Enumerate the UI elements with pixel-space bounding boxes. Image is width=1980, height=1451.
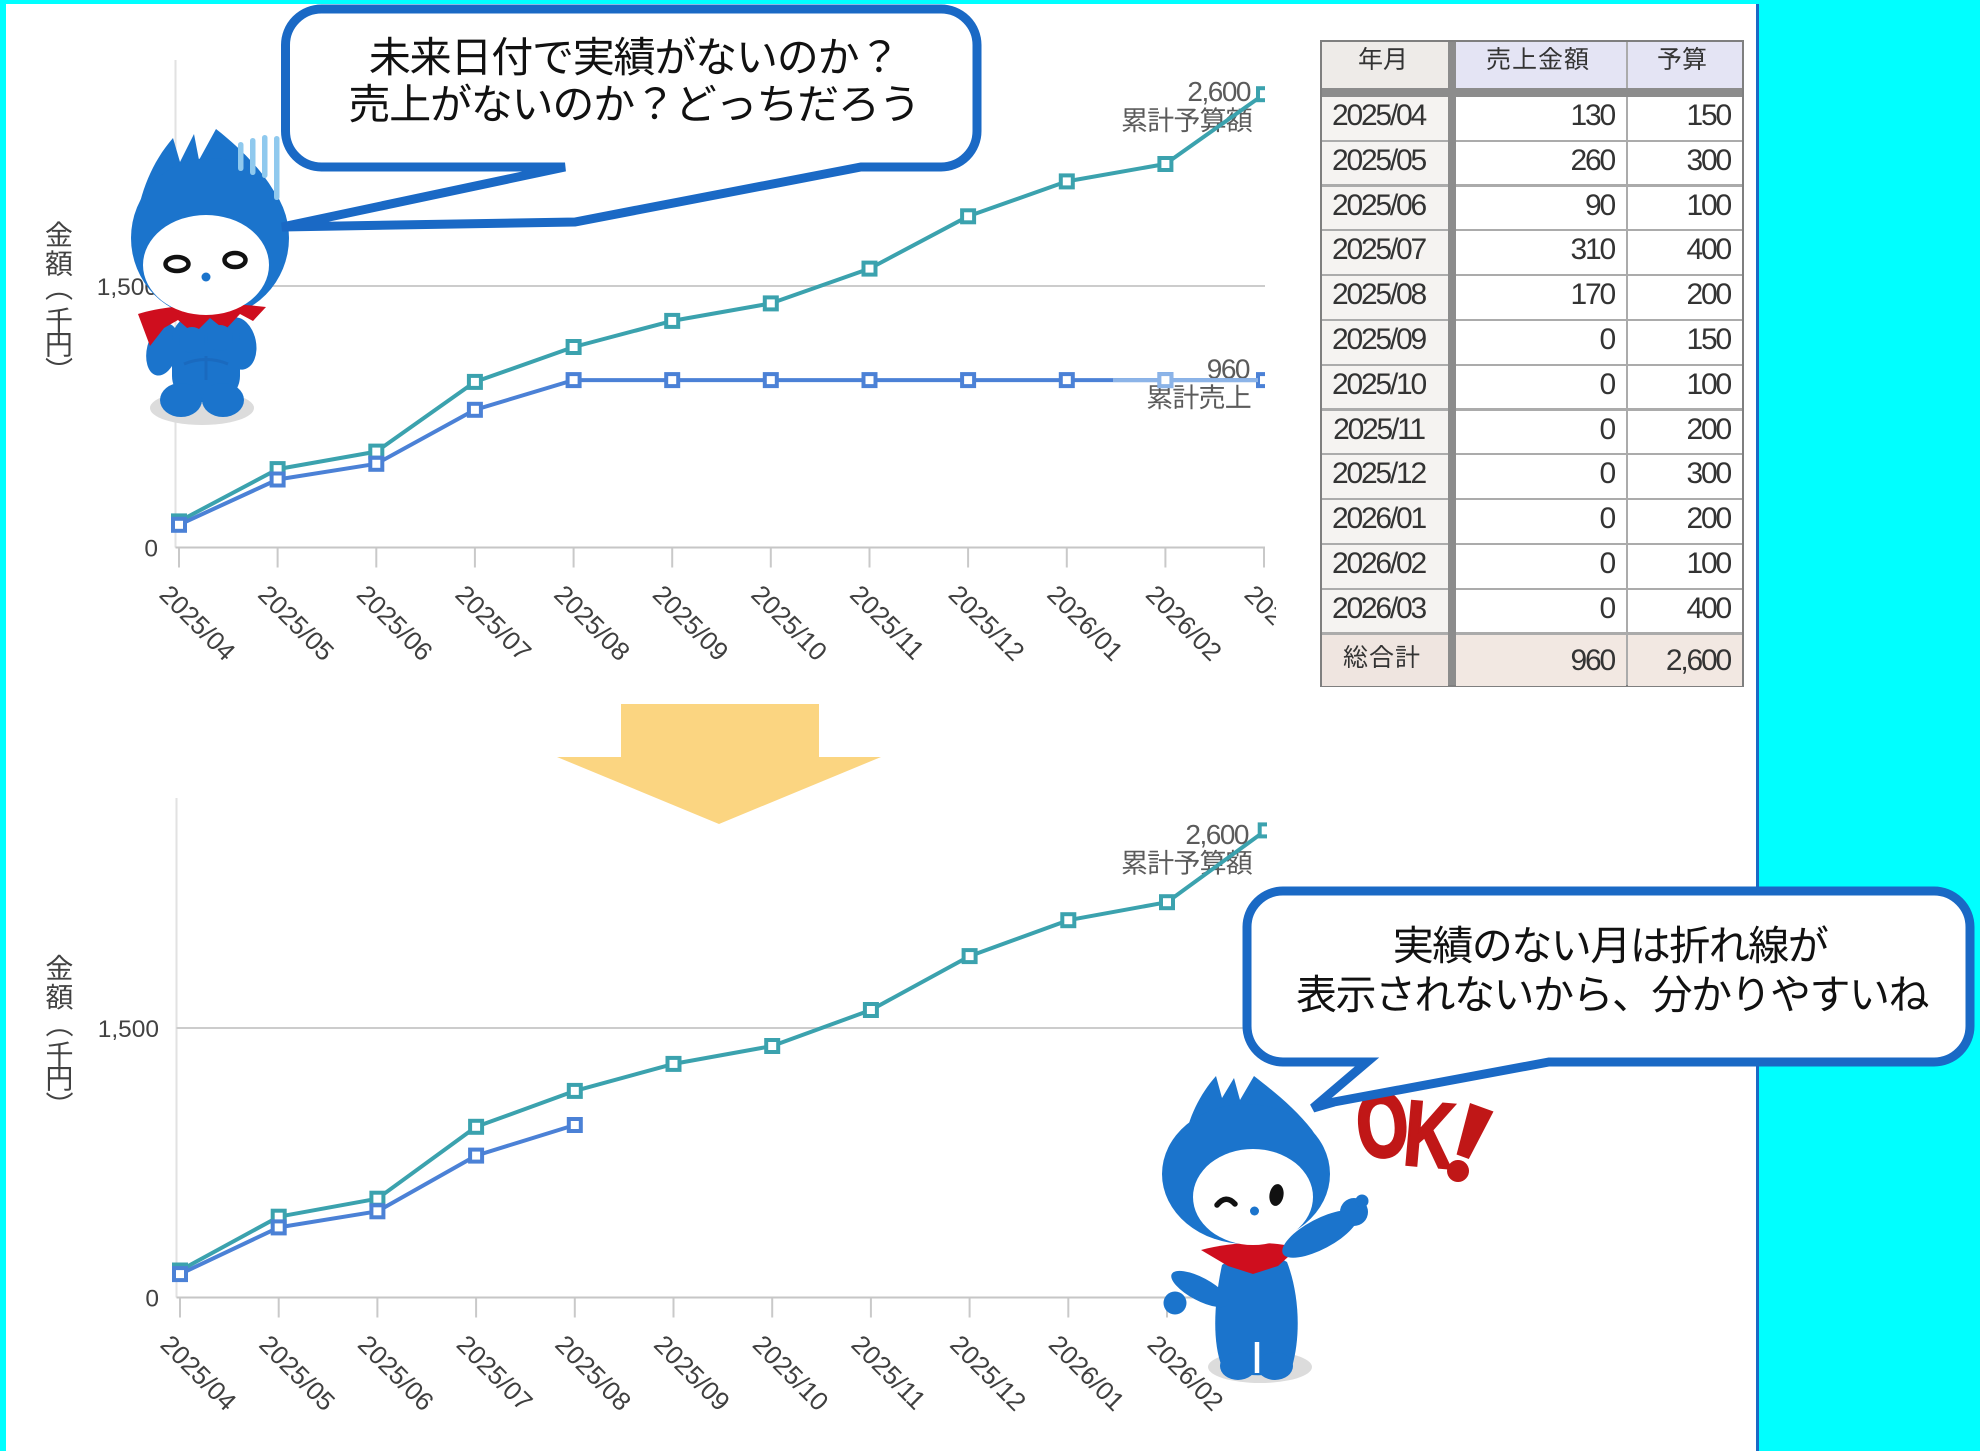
svg-text:2025/12: 2025/12 [944,1329,1032,1417]
svg-text:0: 0 [144,536,158,563]
svg-text:2026/02: 2026/02 [1140,579,1228,667]
svg-text:2025/10: 2025/10 [747,1329,835,1417]
svg-text:2025/05: 2025/05 [253,1329,341,1417]
svg-text:2025/10: 2025/10 [746,579,834,667]
svg-text:2025/09: 2025/09 [648,1329,736,1417]
svg-text:2025/07: 2025/07 [451,1329,539,1417]
svg-text:2025/04: 2025/04 [154,579,242,667]
svg-text:2,600: 2,600 [1187,76,1250,107]
svg-text:2025/05: 2025/05 [252,579,340,667]
svg-text:2025/09: 2025/09 [647,579,735,667]
svg-text:2025/04: 2025/04 [155,1329,243,1417]
svg-text:1,500: 1,500 [98,1016,159,1043]
svg-text:2026/03: 2026/03 [1239,579,1327,667]
svg-text:2025/06: 2025/06 [352,1329,440,1417]
svg-text:2025/08: 2025/08 [548,579,636,667]
svg-text:2026/01: 2026/01 [1042,579,1130,667]
svg-text:2025/11: 2025/11 [844,579,930,665]
svg-text:2025/08: 2025/08 [550,1329,638,1417]
svg-text:2026/01: 2026/01 [1043,1329,1131,1417]
svg-text:0: 0 [145,1286,159,1313]
svg-text:2,600: 2,600 [1185,819,1248,850]
svg-text:2025/07: 2025/07 [450,579,538,667]
svg-text:2025/06: 2025/06 [351,579,439,667]
svg-text:2025/11: 2025/11 [846,1329,932,1415]
svg-text:2025/12: 2025/12 [943,579,1031,667]
